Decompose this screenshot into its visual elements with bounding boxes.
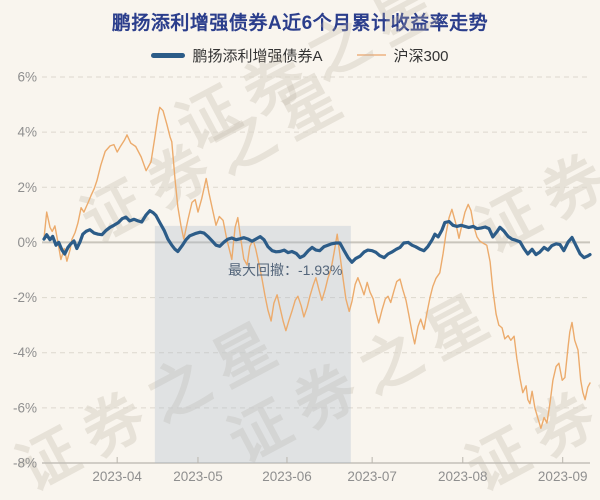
x-axis-label: 2023-09 — [538, 469, 588, 484]
y-axis-label: -8% — [13, 456, 37, 471]
fund-line-swatch — [151, 52, 186, 58]
csi300-line-swatch — [357, 54, 387, 56]
y-axis-label: 6% — [17, 70, 37, 85]
x-axis-label: 2023-04 — [92, 469, 142, 484]
fund-series-line — [42, 209, 592, 264]
legend-label-fund: 鹏扬添利增强债券A — [192, 47, 323, 65]
max-drawdown-region — [154, 225, 351, 463]
legend-item-csi300[interactable]: 沪深300 — [357, 45, 449, 66]
legend-item-fund[interactable]: 鹏扬添利增强债券A — [151, 45, 322, 66]
chart-title: 鹏扬添利增强债券A近6个月累计收益率走势 — [111, 13, 489, 34]
chart-legend: 鹏扬添利增强债券A 沪深300 — [0, 45, 600, 66]
y-axis-label: -4% — [13, 345, 37, 360]
x-axis-label: 2023-07 — [347, 469, 397, 484]
x-axis-label: 2023-08 — [438, 469, 488, 484]
csi300-series-line — [43, 106, 591, 429]
y-axis-label: 2% — [17, 180, 37, 195]
y-axis-label: 0% — [17, 235, 37, 250]
x-axis-label: 2023-06 — [262, 469, 312, 484]
y-axis-label: -2% — [13, 290, 37, 305]
x-axis-label: 2023-05 — [173, 469, 223, 484]
legend-label-csi300: 沪深300 — [393, 47, 449, 65]
max-drawdown-annotation: 最大回撤：-1.93% — [228, 262, 343, 278]
y-axis-label: -6% — [13, 400, 37, 415]
y-axis-label: 4% — [17, 125, 37, 140]
